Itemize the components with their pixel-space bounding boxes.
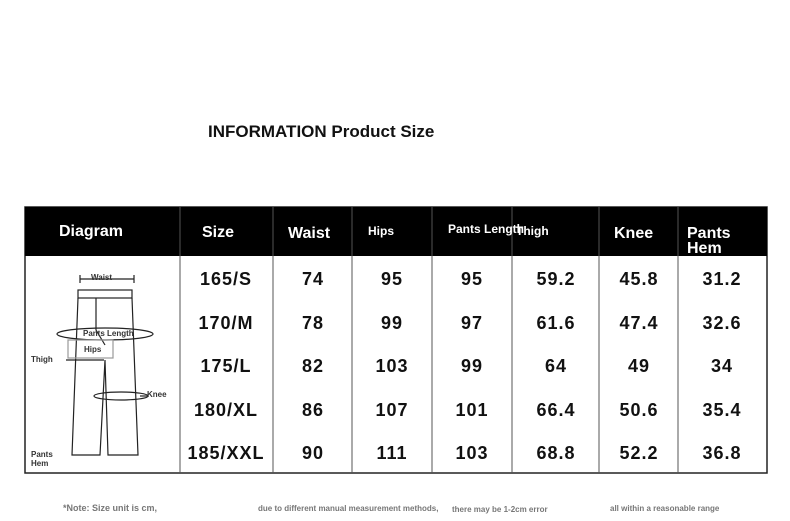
pants-drawing <box>56 275 154 456</box>
table-cell: 45.8 <box>619 269 659 289</box>
table-cell: 49 <box>627 356 651 376</box>
table-cell: 165/S <box>199 269 253 289</box>
table-cell: 66.4 <box>536 399 576 420</box>
table-cell: 99 <box>460 356 484 376</box>
table-cell: 170/M <box>198 312 254 333</box>
diagram-label: Thigh <box>31 355 53 364</box>
column-lines <box>179 207 679 473</box>
table-cell: 50.6 <box>619 399 659 420</box>
header-cell: Waist <box>288 225 331 242</box>
header-cell: Pants Length <box>448 222 525 236</box>
table-cell: 180/XL <box>193 399 259 420</box>
table-cell: 99 <box>380 312 404 333</box>
table-cell: 36.8 <box>702 443 742 463</box>
table-cell: 47.4 <box>619 312 659 333</box>
table-cell: 111 <box>376 443 408 463</box>
table-cell: 64 <box>544 356 568 376</box>
table-cell: 59.2 <box>536 269 576 289</box>
diagram-label: Hips <box>84 345 102 354</box>
table-cell: 101 <box>455 399 489 420</box>
header-bar <box>25 207 767 256</box>
header-cell: Thigh <box>516 224 549 238</box>
title: INFORMATION Product Size <box>208 122 435 141</box>
table-cell: 32.6 <box>702 312 742 333</box>
table-cell: 103 <box>375 356 409 376</box>
header-cell: Knee <box>614 225 654 242</box>
table-cell: 52.2 <box>619 443 659 463</box>
diagram-label: Waist <box>91 273 113 282</box>
note-text: all within a reasonable range <box>610 504 720 513</box>
header-cell: Diagram <box>59 223 124 240</box>
table-cell: 74 <box>301 269 325 289</box>
table-cell: 61.6 <box>536 312 576 333</box>
note-text: there may be 1-2cm error <box>452 505 548 514</box>
table-cell: 103 <box>455 443 489 463</box>
table-cell: 95 <box>380 269 404 289</box>
table-cell: 34 <box>710 356 734 376</box>
table-cell: 95 <box>460 269 484 289</box>
diagram-label: Knee <box>147 390 167 399</box>
note-text: *Note: Size unit is cm, <box>63 503 158 513</box>
table-cell: 68.8 <box>536 443 576 463</box>
table-cell: 31.2 <box>702 269 742 289</box>
table-cell: 86 <box>301 399 325 420</box>
header-cell: Size <box>202 224 235 241</box>
table-cell: 175/L <box>200 356 252 376</box>
table-cell: 35.4 <box>702 399 742 420</box>
note-text: due to different manual measurement meth… <box>258 504 439 513</box>
table-cell: 78 <box>301 312 325 333</box>
table-cell: 97 <box>460 312 484 333</box>
header-cell: Pants Hem <box>687 225 731 257</box>
table-cell: 185/XXL <box>187 443 265 463</box>
diagram-label: Pants Hem <box>31 450 53 468</box>
table-cell: 107 <box>375 399 409 420</box>
table-cell: 90 <box>301 443 325 463</box>
table-cell: 82 <box>301 356 325 376</box>
header-cell: Hips <box>368 224 395 238</box>
diagram-label: Pants Length <box>83 329 134 338</box>
